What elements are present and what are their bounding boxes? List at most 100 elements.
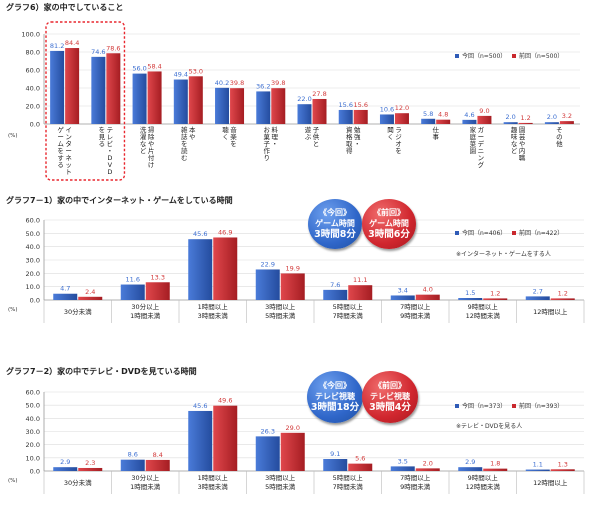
- chart1-bar-previous: [230, 88, 245, 124]
- chart2-bar-previous: [213, 237, 238, 300]
- chart1-category-label-char: 味: [511, 132, 518, 141]
- chart3-legend-previous: 前回（n=393）: [519, 402, 563, 410]
- chart2-bar-previous: [145, 282, 170, 300]
- chart1-category-label-char: 掃: [148, 125, 155, 134]
- chart3-bar-previous: [550, 469, 575, 471]
- chart2-data-label-previous: 1.2: [490, 289, 500, 297]
- chart2-data-label-current: 1.5: [465, 289, 475, 297]
- chart1-bar-previous: [147, 71, 162, 124]
- chart3-data-label-current: 45.6: [193, 402, 207, 410]
- chart1-data-label-current: 56.0: [132, 65, 146, 73]
- chart1-category-label-char: 聞: [387, 126, 394, 134]
- chart3-bar-previous: [483, 468, 508, 471]
- chart1-category-label-char: を: [230, 140, 237, 148]
- chart1-bar-previous: [477, 115, 492, 124]
- chart2-note: ※インターネット・ゲームをする人: [456, 251, 551, 258]
- chart1-legend-swatch-previous: [512, 54, 516, 58]
- chart1-category-label-char: と: [313, 140, 320, 148]
- chart3-category-label: 3時間未満: [198, 482, 229, 491]
- chart1-data-label-current: 22.0: [297, 95, 311, 103]
- chart1-category-label-char: を: [57, 147, 64, 155]
- chart1-category-label-char: く: [387, 133, 394, 141]
- chart2-data-label-previous: 19.9: [286, 264, 300, 272]
- chart1-category-label-char: 見: [99, 133, 106, 141]
- chart1-category-label-char: 得: [346, 146, 353, 155]
- chart3-ytick-label: 40.0: [26, 415, 40, 423]
- chart2-category-label: 5時間以上: [333, 302, 364, 311]
- chart1-category-label-char: 勉: [354, 125, 361, 134]
- chart2-data-label-current: 3.4: [398, 286, 408, 294]
- chart3-data-label-previous: 5.6: [355, 455, 365, 463]
- chart3-data-label-current: 3.5: [398, 457, 408, 465]
- chart1-category-label-char: る: [57, 161, 64, 169]
- chart1-category-label-char: グ: [478, 160, 485, 169]
- chart1-bar-previous: [394, 113, 409, 124]
- chart2-ytick-label: 20.0: [26, 270, 40, 278]
- chart1-bar-current: [462, 119, 477, 124]
- chart2-category-label: 1時間未満: [130, 311, 161, 320]
- chart1-category-label-char: 子: [264, 140, 271, 148]
- chart1-category-label-char: 洗: [140, 125, 147, 134]
- chart2-data-label-current: 22.9: [261, 260, 275, 268]
- chart1-category-label-char: ・: [272, 140, 279, 148]
- chart1-bar-current: [50, 50, 65, 124]
- chart3-bar-current: [323, 459, 348, 471]
- chart2-bar-current: [53, 293, 78, 300]
- chart1-category-label-char: の: [556, 133, 563, 141]
- chart1-category-label-char: 仕: [432, 125, 439, 134]
- chart1-data-label-current: 5.8: [423, 110, 433, 118]
- chart1-category-label-char: 付: [148, 153, 155, 162]
- chart1-category-label-char: 取: [346, 140, 353, 148]
- chart3-bar-current: [458, 467, 483, 471]
- chart3-bar-current: [53, 467, 78, 471]
- chart1-category-label-char: ッ: [65, 161, 72, 169]
- chart2-bubble-previous: 《前回》 ゲーム時間 3時間6分: [362, 199, 416, 249]
- chart2-ytick-label: 50.0: [26, 230, 40, 238]
- chart3-data-label-previous: 2.0: [423, 459, 433, 467]
- chart2-bar-current: [255, 269, 280, 300]
- chart1-bar-current: [544, 122, 559, 124]
- chart3-data-label-previous: 1.3: [558, 460, 568, 468]
- chart1-category-label-char: 理: [272, 133, 279, 141]
- chart1-category-label-char: 園: [519, 126, 526, 134]
- chart1-category-label-char: 遊: [305, 125, 312, 134]
- chart1-category-label-char: ネ: [65, 154, 72, 162]
- chart1-data-label-previous: 27.8: [312, 90, 326, 98]
- chart1-bar-previous: [353, 109, 368, 124]
- chart2-category-label: 7時間以上: [400, 302, 431, 311]
- chart3-data-label-previous: 1.8: [490, 460, 500, 468]
- chart1-data-label-previous: 1.2: [520, 114, 530, 122]
- chart3-data-label-current: 26.3: [261, 427, 275, 435]
- chart3-bar-current: [120, 459, 145, 471]
- chart1-data-label-previous: 4.8: [438, 111, 448, 119]
- chart2-category-label: 1時間以上: [198, 302, 229, 311]
- chart3-bar-previous: [213, 405, 238, 471]
- chart1-category-label-char: テ: [107, 126, 114, 134]
- chart2-category-label: 30分以上: [131, 302, 159, 311]
- chart1-category-label-char: 庭: [470, 132, 477, 141]
- chart3-category-label: 7時間以上: [400, 473, 431, 482]
- chart2-bar-current: [390, 295, 415, 300]
- chart1-bar-current: [91, 56, 106, 124]
- chart3-category-label: 30分以上: [131, 473, 159, 482]
- chart1-data-label-previous: 39.8: [271, 79, 285, 87]
- chart1-data-label-current: 2.0: [505, 113, 515, 121]
- chart3-title: グラフ7－2）家の中でテレビ・DVDを見ている時間: [6, 367, 197, 376]
- chart2-data-label-previous: 46.9: [218, 228, 232, 236]
- chart2-category-label: 30分未満: [64, 307, 92, 316]
- chart1-bar-current: [132, 73, 147, 124]
- chart1-category-label-char: や: [189, 133, 196, 141]
- chart1-category-label-char: す: [57, 154, 64, 162]
- chart1-data-label-previous: 84.4: [65, 39, 79, 47]
- chart3-ytick-label: 60.0: [26, 389, 40, 397]
- chart3-data-label-current: 8.6: [128, 451, 138, 459]
- chart2-category-label: 12時間未満: [466, 311, 501, 320]
- chart3-bubble-current: 《今回》 テレビ視聴 3時間18分: [307, 371, 363, 423]
- chart3-ytick-label: 10.0: [26, 454, 40, 462]
- chart1-category-label-char: 楽: [230, 132, 237, 141]
- chart3-legend-swatch-previous: [512, 404, 516, 408]
- chart1-data-label-previous: 39.8: [230, 79, 244, 87]
- chart2-data-label-previous: 11.1: [353, 276, 367, 284]
- chart1-category-label-char: ー: [65, 147, 72, 155]
- chart1-category-label-char: を: [99, 126, 106, 134]
